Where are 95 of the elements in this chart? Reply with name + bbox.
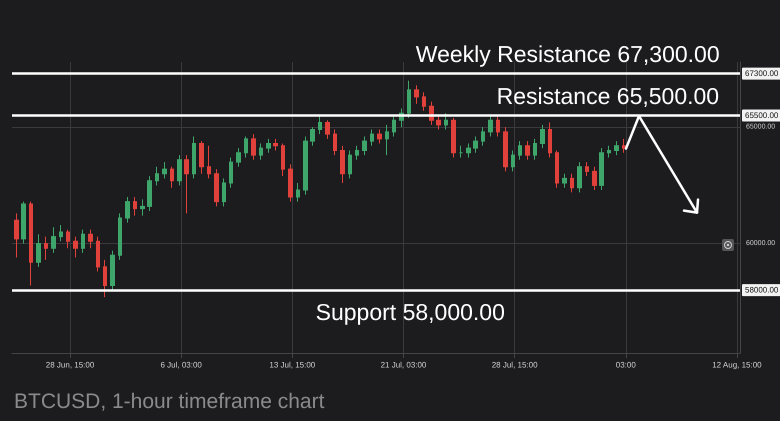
candlestick: [607, 145, 611, 158]
candlestick: [118, 212, 122, 260]
candlestick: [251, 134, 256, 160]
candlestick: [511, 150, 515, 172]
candlestick: [310, 126, 315, 146]
candlestick: [281, 142, 285, 177]
candlestick: [96, 236, 100, 272]
x-tick-label: 12 Aug, 15:00: [712, 360, 762, 370]
annotation: Resistance 65,500.00: [496, 82, 720, 110]
candlestick: [333, 129, 337, 156]
candlestick: [555, 150, 559, 188]
candlestick: [288, 164, 293, 202]
candlestick: [199, 140, 204, 174]
candlestick: [140, 198, 145, 216]
candlestick: [36, 234, 41, 268]
candlestick: [110, 250, 115, 291]
candlestick: [51, 226, 56, 254]
candlestick: [303, 136, 308, 196]
ref-line-label: 58000.00: [745, 286, 779, 295]
candlestick: [407, 80, 411, 118]
ref-line-label: 65500.00: [745, 111, 779, 120]
annotation: Support 58,000.00: [316, 298, 505, 326]
candlestick: [370, 129, 374, 146]
candlestick: [392, 115, 396, 137]
annotation: Weekly Resistance 67,300.00: [416, 40, 720, 68]
candlestick: [59, 224, 63, 242]
candlestick: [296, 182, 300, 202]
candlestick: [525, 140, 530, 160]
candlestick: [133, 196, 137, 216]
candlestick: [170, 166, 174, 188]
candlestick: [236, 148, 241, 168]
candlestick: [466, 142, 471, 158]
candlestick: [244, 136, 248, 158]
candlestick: [155, 166, 159, 186]
candlestick: [355, 145, 359, 160]
x-tick-label: 6 Jul, 03:00: [160, 360, 202, 370]
candlestick: [21, 201, 26, 244]
candlestick: [385, 124, 389, 156]
candlestick: [444, 112, 448, 130]
candlestick: [496, 115, 500, 137]
candlestick: [548, 122, 552, 158]
candlestick: [377, 129, 382, 144]
candlestick: [44, 236, 48, 260]
x-tick-label: 21 Jul, 03:00: [380, 360, 427, 370]
ref-line-label: 67300.00: [745, 69, 779, 78]
candlestick: [488, 115, 493, 137]
candlestick: [222, 178, 226, 207]
candlestick: [348, 150, 352, 179]
candlestick: [29, 201, 33, 286]
candlestick: [73, 236, 78, 258]
candlestick: [473, 136, 478, 154]
candlestick: [81, 229, 85, 254]
candlestick: [562, 173, 567, 188]
candlestick: [585, 162, 589, 177]
candlestick: [436, 115, 441, 130]
candlestick: [177, 154, 182, 186]
candlestick: [266, 138, 271, 154]
x-tick-label: 28 Jul, 15:00: [492, 360, 538, 370]
candlestick: [214, 168, 219, 207]
candlestick: [325, 120, 330, 140]
x-tick-label: 13 Jul, 15:00: [269, 360, 316, 370]
candlestick: [273, 138, 278, 151]
candlestick: [147, 176, 152, 212]
candlestick: [503, 126, 508, 172]
candlestick: [599, 148, 604, 191]
candlestick: [362, 136, 367, 156]
candlestick: [518, 140, 522, 160]
candlestick: [229, 156, 233, 188]
candlestick: [66, 229, 70, 249]
x-tick-label: 28 Jun, 15:00: [46, 360, 95, 370]
candlestick: [533, 138, 537, 160]
candlestick: [481, 126, 485, 146]
candlestick: [88, 229, 93, 249]
candlestick: [207, 145, 211, 179]
candlestick: [192, 136, 196, 179]
candlestick: [570, 173, 574, 193]
candlestick: [622, 138, 626, 154]
candlestick: [577, 162, 582, 193]
candlestick: [318, 115, 322, 135]
candlestick: [459, 145, 463, 158]
text: BTCUSD, 1-hour timeframe chart: [14, 390, 324, 414]
candlestick: [162, 162, 167, 179]
candlestick: [451, 117, 456, 158]
candlestick: [540, 124, 545, 149]
candlestick: [614, 140, 619, 156]
candlestick: [340, 145, 345, 184]
candlestick: [103, 259, 107, 298]
candlestick: [259, 142, 263, 160]
candlestick: [184, 154, 189, 214]
x-tick-label: 03:00: [616, 360, 636, 370]
candlestick: [422, 92, 426, 112]
candlestick: [592, 166, 597, 191]
candlestick: [414, 84, 419, 104]
candlestick: [14, 212, 19, 258]
candlestick: [125, 196, 130, 224]
